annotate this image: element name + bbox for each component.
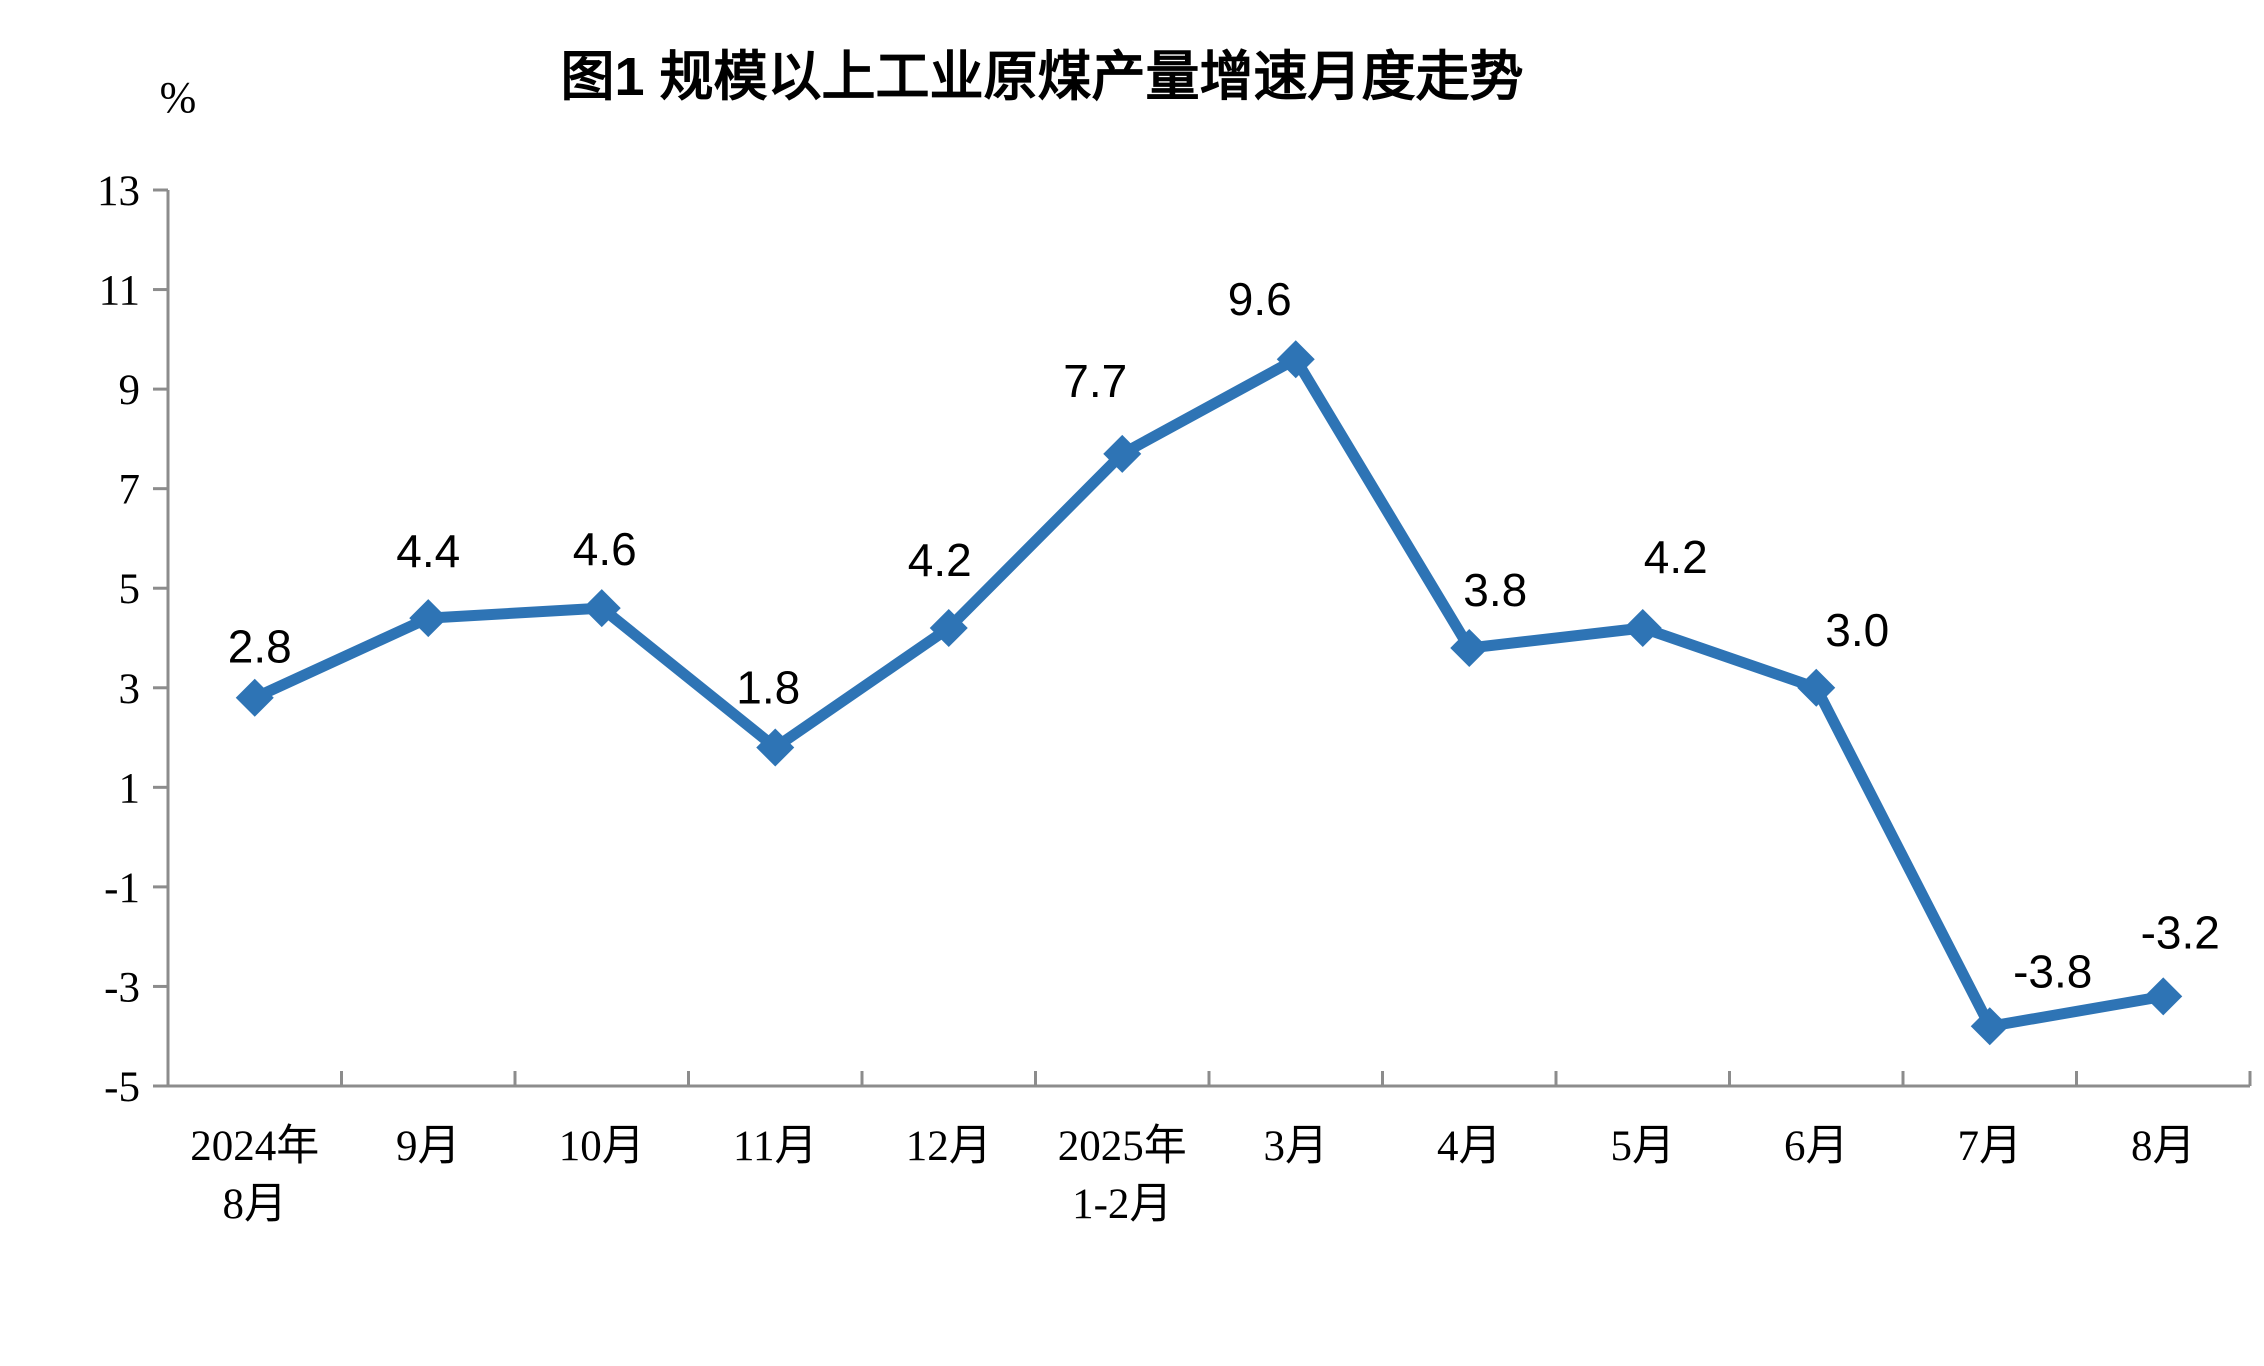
data-point-marker: [1450, 628, 1489, 667]
y-tick-label: 11: [99, 268, 140, 315]
data-point-label: 4.2: [908, 534, 972, 586]
data-point-marker: [1970, 1007, 2009, 1046]
data-point-marker: [582, 589, 621, 628]
data-point-label: 1.8: [736, 662, 800, 714]
y-tick-label: 3: [119, 666, 141, 713]
data-point-marker: [756, 728, 795, 767]
data-point-label: 9.6: [1228, 273, 1292, 325]
x-tick-label: 7月: [1958, 1123, 2023, 1170]
data-point-label: 4.6: [573, 523, 637, 575]
data-point-marker: [2144, 977, 2183, 1016]
x-tick-label: 1-2月: [1072, 1181, 1172, 1228]
axes: [153, 188, 2252, 1088]
series-line: [249, 353, 2169, 1032]
x-tick-label: 2024年: [190, 1123, 319, 1170]
x-tick-label: 8月: [223, 1181, 288, 1228]
y-tick-label: 13: [97, 168, 140, 215]
x-tick-label: 8月: [2131, 1123, 2196, 1170]
data-point-label: 3.8: [1463, 564, 1527, 616]
x-tick-label: 9月: [396, 1123, 461, 1170]
data-point-labels: 2.8 4.4 4.6 1.8 4.2 7.7 9.6 3.8 4.2 3.0 -3.8 -3.2: [228, 273, 2220, 997]
data-point-marker: [235, 678, 274, 717]
x-tick-label: 12月: [906, 1123, 992, 1170]
y-tick-label: 7: [119, 467, 141, 514]
y-tick-label: 9: [119, 367, 141, 414]
x-tick-label: 11月: [733, 1123, 817, 1170]
data-series: [235, 340, 2183, 1046]
y-axis-tick-labels: 13 11 9 7 5 3 1 -1 -3 -5: [97, 168, 140, 1111]
data-point-label: 4.4: [396, 525, 460, 577]
data-point-label: 4.2: [1644, 531, 1708, 583]
y-tick-label: 1: [119, 765, 141, 812]
y-tick-label: -1: [104, 865, 140, 912]
data-point-marker: [1276, 340, 1315, 379]
x-tick-label: 4月: [1437, 1123, 1502, 1170]
chart-title: 图1 规模以上工业原煤产量增速月度走势: [560, 47, 1523, 107]
data-point-label: -3.8: [2013, 945, 2092, 997]
y-tick-label: -5: [104, 1064, 140, 1111]
x-tick-label: 3月: [1264, 1123, 1329, 1170]
y-tick-label: 5: [119, 566, 141, 613]
x-axis-tick-labels: 2024年 8月 9月 10月 11月 12月 2025年 1-2月 3月 4月 5月 6月 7月 8月: [190, 1123, 2195, 1228]
data-point-label: 7.7: [1063, 355, 1127, 407]
data-point-marker: [1103, 434, 1142, 473]
x-tick-label: 10月: [559, 1123, 645, 1170]
y-tick-label: -3: [104, 964, 140, 1011]
data-point-marker: [929, 609, 968, 648]
y-axis-unit-label: %: [160, 73, 197, 122]
x-tick-label: 2025年: [1058, 1123, 1187, 1170]
data-point-marker: [1623, 609, 1662, 648]
x-tick-label: 6月: [1784, 1123, 1849, 1170]
data-point-label: -3.2: [2141, 906, 2220, 958]
data-point-label: 3.0: [1825, 604, 1889, 656]
data-point-marker: [1797, 668, 1836, 707]
x-tick-label: 5月: [1611, 1123, 1676, 1170]
data-point-label: 2.8: [228, 621, 292, 673]
data-point-marker: [409, 599, 448, 638]
